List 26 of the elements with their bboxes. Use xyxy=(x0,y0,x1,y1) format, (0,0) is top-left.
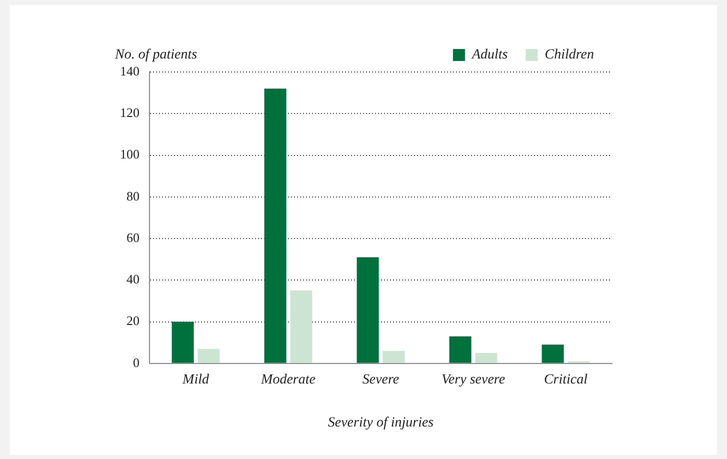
y-axis-title: No. of patients xyxy=(114,48,198,63)
y-tick-label: 0 xyxy=(133,354,140,370)
bar xyxy=(198,348,220,363)
legend-label: Adults xyxy=(470,48,508,63)
x-tick-label: Severe xyxy=(362,372,400,388)
bar xyxy=(542,344,564,363)
x-tick-label: Very severe xyxy=(441,372,506,388)
bar xyxy=(475,352,498,363)
x-axis-title: Severity of injuries xyxy=(328,415,434,430)
bar xyxy=(172,322,194,363)
y-tick-label: 100 xyxy=(120,146,140,162)
x-tick-label: Mild xyxy=(182,372,210,388)
bar xyxy=(264,88,286,363)
legend-label: Children xyxy=(544,48,594,63)
x-tick-label: Moderate xyxy=(260,372,316,388)
y-tick-label: 60 xyxy=(126,230,140,245)
y-tick-label: 140 xyxy=(120,63,140,78)
y-tick-label: 20 xyxy=(126,313,140,328)
x-tick-label: Critical xyxy=(544,372,588,388)
y-tick-label: 80 xyxy=(126,188,140,204)
bar xyxy=(290,290,312,363)
bar xyxy=(382,350,405,363)
y-tick-label: 120 xyxy=(120,105,140,120)
bar xyxy=(449,336,472,363)
y-tick-label: 40 xyxy=(126,272,140,287)
bar xyxy=(356,257,379,363)
